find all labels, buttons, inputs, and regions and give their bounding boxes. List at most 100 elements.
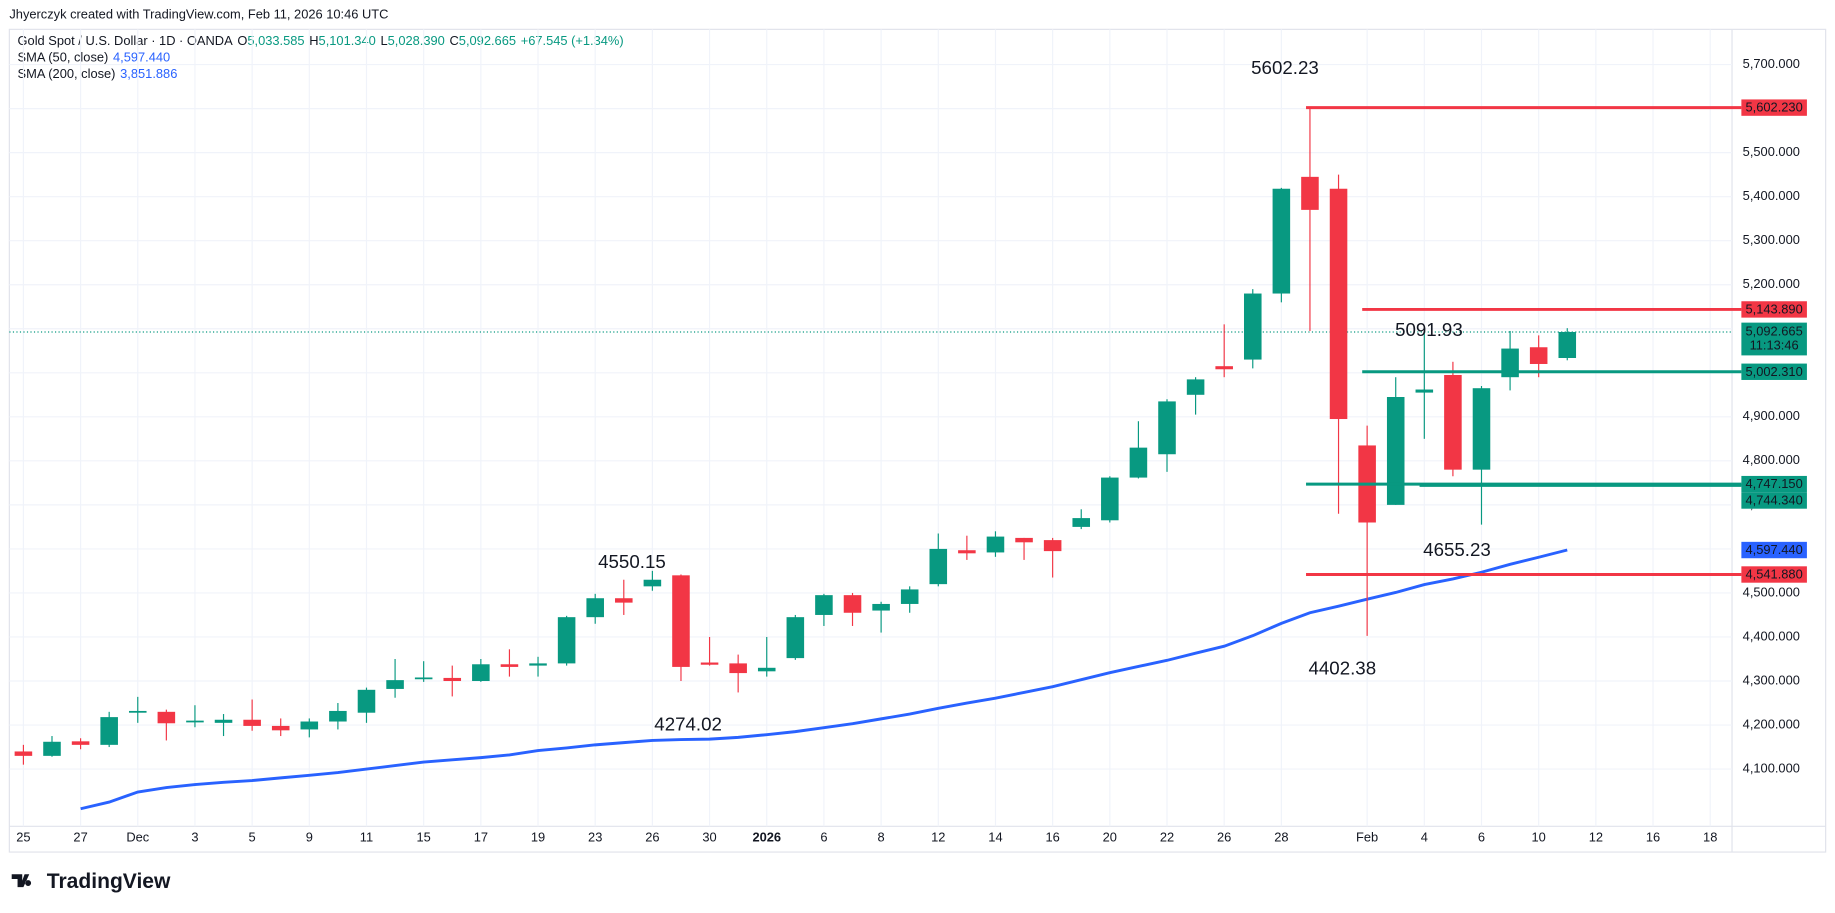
x-tick-label: 8: [878, 829, 885, 844]
candle-body: [843, 595, 862, 613]
level-label: 5,602.230: [1746, 100, 1803, 115]
candle-body: [100, 717, 118, 745]
candle-body: [1415, 389, 1434, 393]
sma-line: [80, 548, 1568, 811]
sma50-name: SMA (50, close): [18, 50, 109, 65]
l-key: L: [380, 34, 387, 49]
logo-text: TradingView: [47, 870, 171, 893]
x-tick-label: Feb: [1356, 829, 1378, 844]
candle-body: [500, 664, 519, 667]
x-tick-label: 11: [360, 829, 373, 844]
candle-body: [1558, 331, 1577, 359]
candle-body: [1215, 366, 1233, 370]
candle-body: [1444, 374, 1462, 470]
credit: Jhyerczyk created with TradingView.com, …: [9, 7, 388, 22]
o-key: O: [237, 34, 247, 49]
candle-body: [872, 603, 890, 611]
candle-body: [529, 663, 547, 666]
legend-sma200: SMA (200, close) 3,851.886: [18, 66, 178, 81]
annotation: 5091.93: [1395, 319, 1463, 340]
change: +67.545 (+1.34%): [521, 34, 624, 49]
x-tick-label: 30: [702, 829, 716, 844]
y-tick-label: 5,700.000: [1743, 56, 1800, 71]
last-price-label: 5,092.665: [1746, 323, 1803, 338]
level-label: 4,541.880: [1746, 566, 1803, 581]
candle-body: [1501, 348, 1519, 378]
candle-body: [71, 741, 90, 745]
candle-body: [214, 719, 233, 723]
candle-body: [271, 725, 290, 731]
x-tick-label: 4: [1421, 829, 1428, 844]
symbol: Gold Spot / U.S. Dollar · 1D · OANDA: [18, 34, 234, 49]
annotation: 4402.38: [1308, 657, 1376, 678]
candle-body: [1243, 293, 1262, 360]
candle-body: [1386, 397, 1405, 505]
candle-body: [472, 664, 490, 682]
candle-body: [586, 598, 604, 618]
candle-body: [1186, 379, 1205, 395]
sma-label-box: [1741, 541, 1807, 559]
x-tick-label: 10: [1532, 829, 1546, 844]
y-tick-label: 5,300.000: [1743, 232, 1800, 247]
y-tick-label: 4,800.000: [1743, 452, 1800, 467]
level-label-box: [1741, 566, 1807, 583]
x-tick-label: 26: [1217, 829, 1231, 844]
candle-body: [672, 575, 690, 667]
annotation: 4550.15: [598, 551, 666, 572]
candle-body: [300, 721, 319, 730]
candle-body: [443, 677, 462, 682]
candle-body: [729, 663, 747, 674]
y-tick-label: 4,100.000: [1743, 760, 1800, 775]
x-tick-label: 17: [474, 829, 488, 844]
level-label: 4,744.340: [1746, 492, 1803, 507]
candle-body: [757, 667, 776, 672]
x-tick-label: 26: [645, 829, 659, 844]
y-tick-label: 4,300.000: [1743, 672, 1800, 687]
candle-body: [128, 710, 147, 713]
level-label-box: [1741, 475, 1807, 493]
x-tick-label: 5: [249, 829, 256, 844]
level-label: 5,143.890: [1746, 301, 1803, 316]
candle-body: [929, 548, 948, 585]
y-tick-label: 4,200.000: [1743, 716, 1800, 731]
level-label: 4,747.150: [1746, 476, 1803, 491]
candle-body: [1129, 447, 1148, 478]
annotation: 5602.23: [1251, 57, 1319, 78]
x-tick-label: 3: [191, 829, 198, 844]
level-label-box: [1741, 301, 1807, 318]
x-tick-label: 15: [417, 829, 431, 844]
candle-body: [1472, 388, 1491, 470]
x-tick-label: 12: [931, 829, 945, 844]
sma50-value: 4,597.440: [113, 50, 170, 65]
sma200-name: SMA (200, close): [18, 66, 116, 81]
candle-body: [1101, 477, 1119, 521]
x-tick-label: 14: [988, 829, 1002, 844]
last-price-box: [1741, 322, 1807, 356]
c-key: C: [450, 34, 459, 49]
logo: TradingView: [11, 870, 171, 893]
candle-body: [557, 617, 576, 664]
candle-body: [157, 711, 176, 724]
x-tick-label: 23: [588, 829, 602, 844]
countdown: 11:13:46: [1750, 337, 1799, 352]
x-tick-label: 18: [1703, 829, 1717, 844]
candle-body: [186, 720, 204, 723]
candle-body: [1043, 540, 1062, 552]
sma200-value: 3,851.886: [120, 66, 177, 81]
candle-body: [958, 550, 976, 554]
y-tick-label: 4,400.000: [1743, 628, 1800, 643]
candle-body: [615, 598, 633, 603]
candle-body: [1158, 401, 1176, 455]
level-label: 5,002.310: [1746, 364, 1803, 379]
legend-sma50: SMA (50, close) 4,597.440: [18, 50, 171, 65]
sma-label: 4,597.440: [1746, 542, 1803, 557]
annotation: 4274.02: [654, 714, 722, 735]
x-tick-label: 6: [820, 829, 827, 844]
candle-body: [386, 680, 404, 689]
level-label-box: [1741, 492, 1807, 509]
y-tick-label: 4,500.000: [1743, 584, 1800, 599]
candle-body: [14, 751, 33, 756]
candle-body: [786, 617, 805, 659]
candle-body: [1329, 188, 1348, 420]
